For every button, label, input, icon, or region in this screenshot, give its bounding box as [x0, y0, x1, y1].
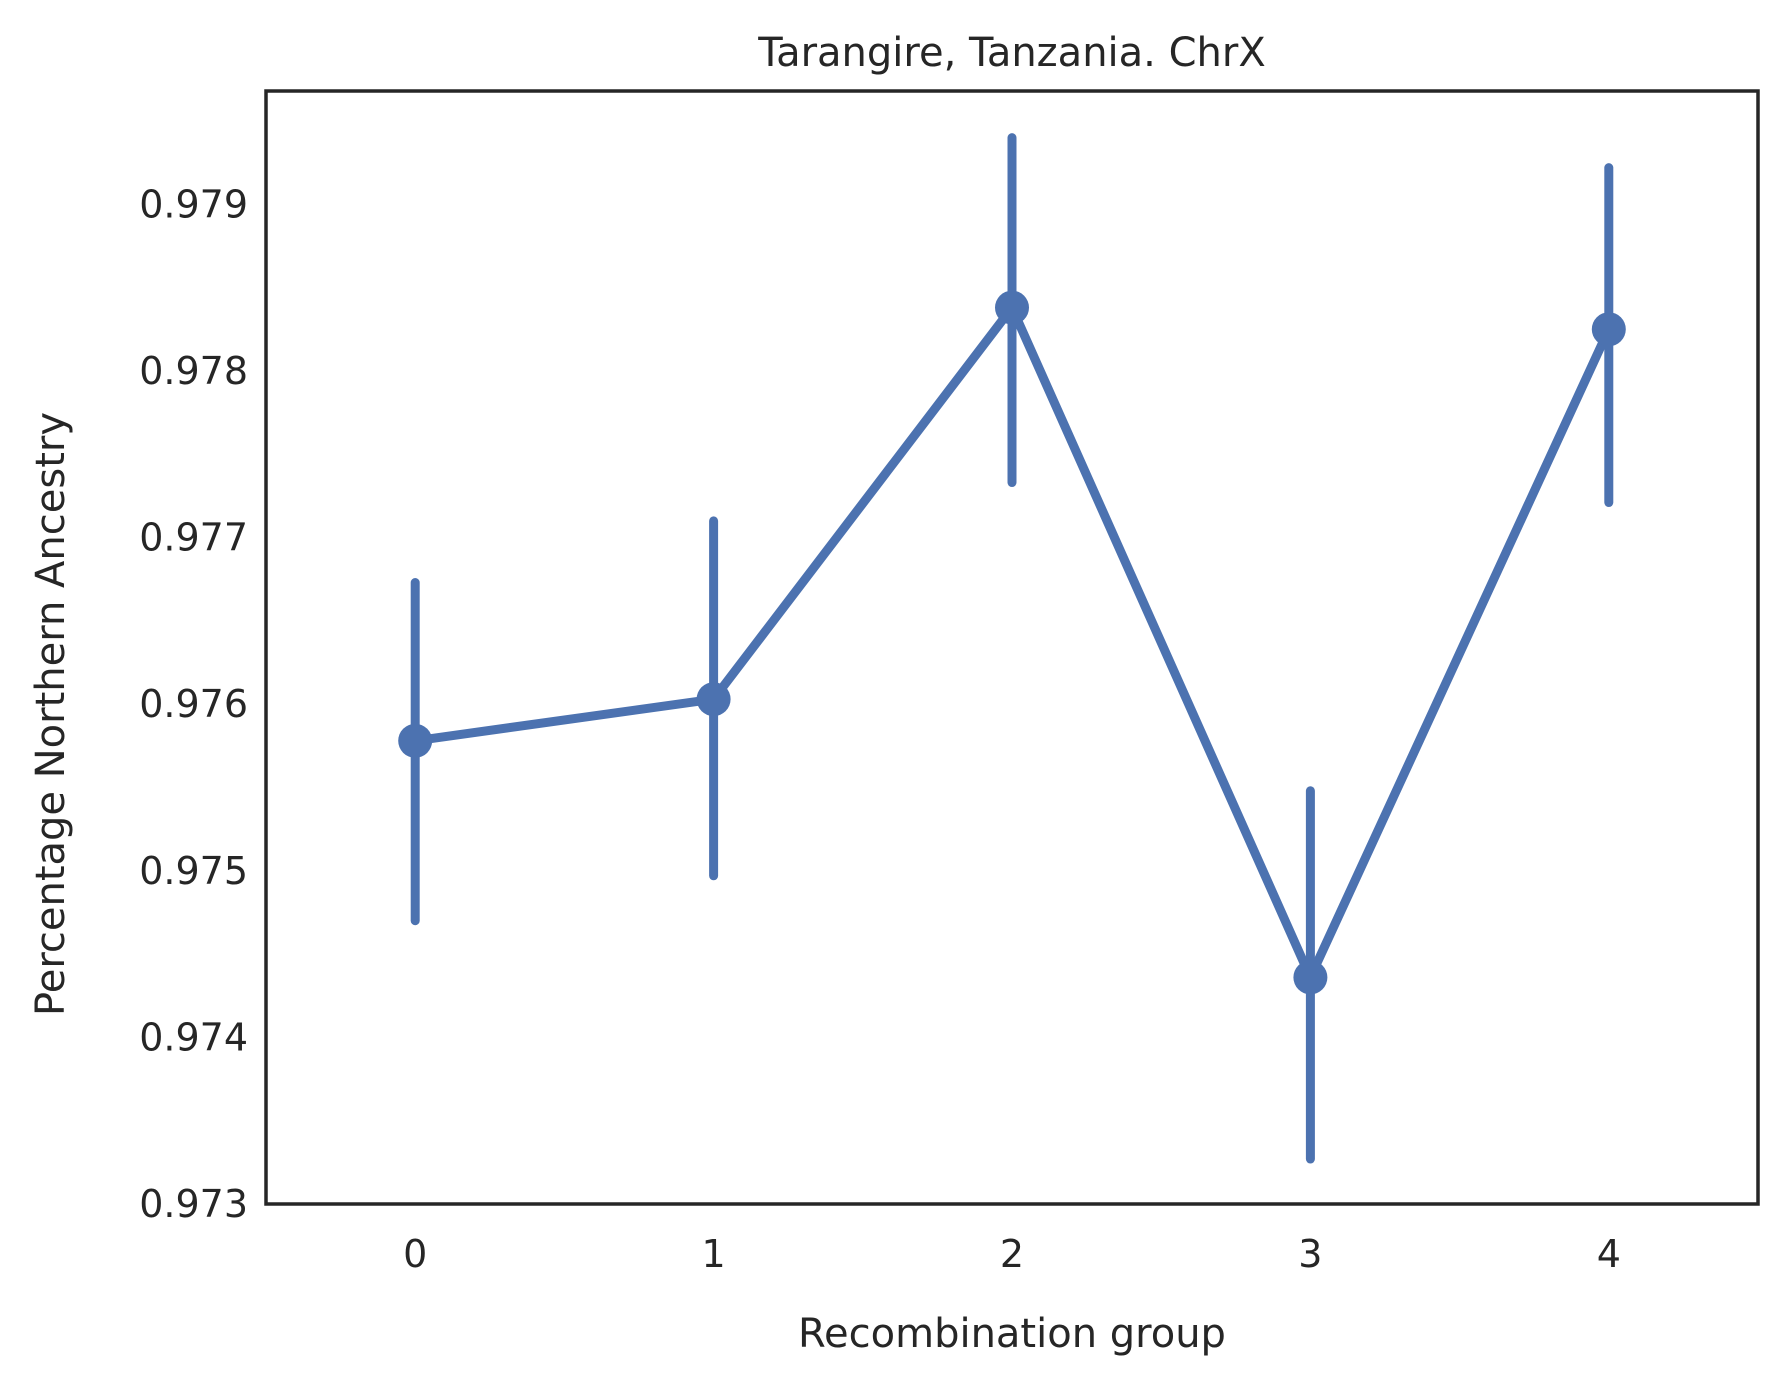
axes-frame	[264, 89, 1760, 1206]
y-axis-label: Percentage Northern Ancestry	[28, 412, 74, 1016]
data-point	[1293, 960, 1328, 995]
y-tick-label: 0.973	[139, 1182, 248, 1226]
data-point	[1591, 312, 1626, 347]
data-point	[696, 682, 731, 717]
x-tick-label: 1	[702, 1232, 726, 1276]
chart-title: Tarangire, Tanzania. ChrX	[757, 30, 1265, 76]
x-axis: 0 1 2 3 4	[403, 1232, 1621, 1276]
y-tick-label: 0.979	[139, 182, 248, 226]
y-tick-label: 0.975	[139, 849, 248, 893]
x-tick-label: 4	[1597, 1232, 1621, 1276]
y-tick-label: 0.976	[139, 682, 248, 726]
plot-area	[398, 133, 1626, 1164]
y-tick-label: 0.977	[139, 516, 248, 560]
data-point	[995, 290, 1029, 325]
x-tick-label: 3	[1298, 1232, 1322, 1276]
x-axis-label: Recombination group	[798, 1311, 1226, 1357]
x-tick-label: 2	[1000, 1232, 1024, 1276]
y-axis: 0.973 0.974 0.975 0.976 0.977 0.978 0.979	[139, 182, 248, 1226]
y-tick-label: 0.978	[139, 349, 248, 393]
data-point	[398, 723, 433, 758]
x-tick-label: 0	[403, 1232, 427, 1276]
y-tick-label: 0.974	[139, 1015, 248, 1059]
